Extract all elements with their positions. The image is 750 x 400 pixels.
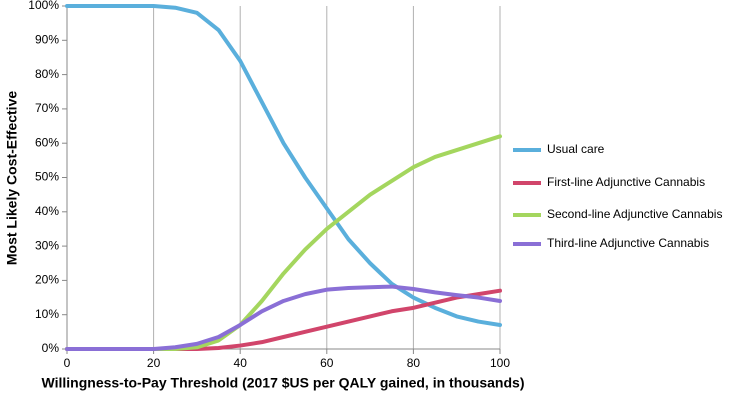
legend-label: First-line Adjunctive Cannabis (547, 175, 705, 189)
y-tick-label: 60% (35, 135, 59, 149)
y-tick-label: 70% (35, 101, 59, 115)
y-tick-label: 10% (35, 307, 59, 321)
x-axis-label: Willingness-to-Pay Threshold (2017 $US p… (42, 375, 525, 391)
x-tick-label: 20 (147, 356, 161, 370)
x-tick-label: 80 (407, 356, 421, 370)
y-tick-label: 80% (35, 67, 59, 81)
x-tick-label: 40 (234, 356, 248, 370)
y-axis-label: Most Likely Cost-Effective (4, 91, 20, 265)
x-tick-label: 100 (490, 356, 510, 370)
x-tick-label: 60 (320, 356, 334, 370)
y-tick-label: 50% (35, 170, 59, 184)
y-tick-label: 100% (28, 0, 59, 12)
x-tick-label: 0 (64, 356, 71, 370)
y-tick-label: 20% (35, 273, 59, 287)
y-tick-label: 0% (42, 341, 60, 355)
y-tick-label: 30% (35, 238, 59, 252)
series-line (65, 134, 502, 351)
y-tick-label: 40% (35, 204, 59, 218)
series-line (65, 4, 502, 327)
y-tick-label: 90% (35, 32, 59, 46)
legend-label: Second-line Adjunctive Cannabis (547, 207, 722, 221)
legend-label: Third-line Adjunctive Cannabis (547, 236, 709, 250)
series-line (65, 284, 502, 351)
legend-label: Usual care (547, 142, 605, 156)
